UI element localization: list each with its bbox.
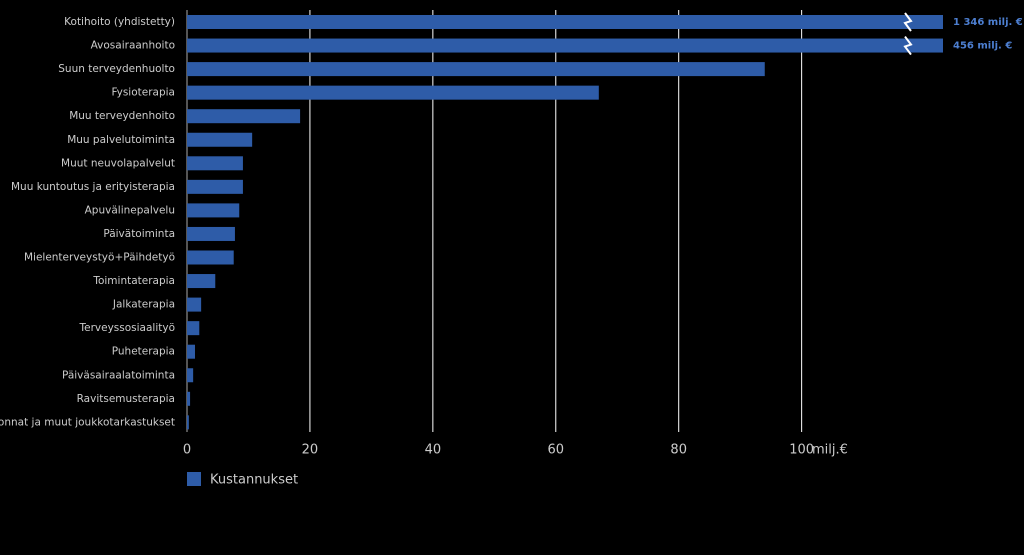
y-tick-label: Terveyssosiaalityö <box>78 322 175 334</box>
bar <box>187 226 235 241</box>
y-tick-label: Päivätoiminta <box>103 228 175 240</box>
y-tick-label: Fysioterapia <box>112 87 175 99</box>
x-tick-label: 60 <box>548 443 565 458</box>
x-tick-label: 0 <box>183 443 191 458</box>
bar <box>187 109 301 124</box>
axis-break <box>903 35 913 56</box>
value-label: 456 milj. € <box>953 41 1012 52</box>
bar <box>187 62 765 77</box>
bar <box>187 344 195 359</box>
y-tick-label: Muu terveydenhoito <box>69 110 175 122</box>
x-tick-label: 40 <box>425 443 442 458</box>
bar <box>187 203 240 218</box>
bar <box>187 38 943 53</box>
y-tick-label: Suun terveydenhuolto <box>58 63 175 75</box>
y-tick-label: Päiväsairaalatoiminta <box>62 369 175 381</box>
bar <box>187 368 194 383</box>
x-tick-label: 100 <box>789 443 814 458</box>
value-label: 1 346 milj. € <box>953 17 1023 28</box>
y-tick-label: Jalkaterapia <box>112 299 175 311</box>
y-tick-label: Ravitsemusterapia <box>77 393 175 405</box>
y-tick-label: Kotihoito (yhdistetty) <box>64 16 175 28</box>
y-tick-label: Muut neuvolapalvelut <box>61 157 175 169</box>
y-tick-label: Apuvälinepalvelu <box>85 204 175 216</box>
bar <box>187 85 599 100</box>
bar <box>187 415 189 430</box>
x-axis-label: milj.€ <box>812 443 848 458</box>
x-tick-label: 80 <box>670 443 687 458</box>
y-tick-label: Muu kuntoutus ja erityisterapia <box>11 181 175 193</box>
bar <box>187 250 234 265</box>
bar <box>187 321 200 336</box>
bar <box>187 15 943 29</box>
x-tick-label: 20 <box>302 443 319 458</box>
bar <box>187 132 253 147</box>
bar <box>187 297 202 312</box>
legend-swatch <box>187 472 201 486</box>
bar <box>187 274 216 289</box>
bar <box>187 156 243 171</box>
legend-label: Kustannukset <box>210 473 298 488</box>
y-tick-label: Avosairaanhoito <box>91 40 175 52</box>
y-tick-label: Puheterapia <box>112 346 175 358</box>
bar <box>187 179 243 194</box>
y-tick-label: Mielenterveystyö+Päihdetyö <box>24 252 175 264</box>
bar <box>187 391 191 406</box>
y-tick-label: Muu palvelutoiminta <box>67 134 175 146</box>
y-tick-label: Seulonnat ja muut joukkotarkastukset <box>0 416 175 428</box>
axis-break <box>903 12 913 32</box>
y-tick-label: Toimintaterapia <box>92 275 175 287</box>
